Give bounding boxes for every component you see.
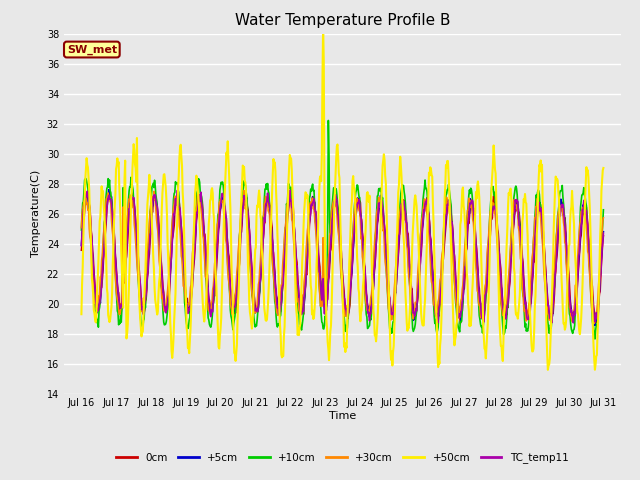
Text: SW_met: SW_met [67, 44, 117, 55]
Line: +50cm: +50cm [81, 26, 604, 370]
Title: Water Temperature Profile B: Water Temperature Profile B [235, 13, 450, 28]
0cm [110, 228, 118, 234]
+30cm [474, 288, 482, 294]
+5cm [105, 187, 113, 192]
Line: +30cm: +30cm [81, 191, 604, 323]
+50cm [395, 182, 403, 188]
+50cm [77, 312, 85, 317]
+50cm [411, 197, 419, 203]
+50cm [528, 342, 536, 348]
TC_temp11 [109, 224, 117, 229]
TC_temp11 [395, 232, 403, 238]
+50cm [319, 23, 327, 29]
+30cm [528, 265, 536, 271]
+30cm [109, 242, 117, 248]
TC_temp11 [474, 268, 482, 274]
+10cm [324, 118, 332, 123]
+30cm [411, 311, 419, 317]
+5cm [411, 316, 419, 322]
0cm [84, 191, 92, 196]
+50cm [474, 179, 482, 184]
+10cm [381, 245, 389, 251]
Line: +5cm: +5cm [81, 190, 604, 325]
+50cm [381, 173, 389, 179]
TC_temp11 [528, 289, 536, 295]
+30cm [77, 225, 85, 230]
+10cm [474, 290, 482, 296]
Legend: 0cm, +5cm, +10cm, +30cm, +50cm, TC_temp11: 0cm, +5cm, +10cm, +30cm, +50cm, TC_temp1… [112, 448, 573, 468]
+5cm [591, 323, 599, 328]
Line: TC_temp11: TC_temp11 [81, 190, 604, 323]
+10cm [395, 219, 403, 225]
+30cm [381, 259, 389, 265]
+10cm [77, 227, 85, 233]
+30cm [591, 320, 598, 326]
0cm [381, 232, 389, 238]
+30cm [600, 215, 607, 221]
+30cm [395, 217, 403, 223]
TC_temp11 [381, 233, 389, 239]
0cm [475, 283, 483, 288]
+10cm [528, 286, 536, 292]
TC_temp11 [77, 243, 85, 249]
+5cm [381, 239, 389, 245]
+30cm [240, 188, 248, 193]
+10cm [411, 325, 419, 331]
X-axis label: Time: Time [329, 411, 356, 421]
+10cm [600, 207, 607, 213]
+50cm [544, 367, 552, 372]
TC_temp11 [570, 320, 577, 326]
0cm [395, 244, 403, 250]
TC_temp11 [411, 313, 419, 319]
0cm [77, 247, 85, 253]
+5cm [110, 239, 118, 244]
0cm [600, 233, 607, 239]
Line: 0cm: 0cm [81, 193, 604, 324]
Line: +10cm: +10cm [81, 120, 604, 339]
+10cm [591, 336, 599, 342]
+50cm [109, 244, 117, 250]
+5cm [600, 229, 607, 235]
0cm [411, 317, 419, 323]
+10cm [109, 234, 117, 240]
+50cm [600, 165, 607, 171]
+5cm [474, 274, 482, 280]
TC_temp11 [600, 230, 607, 236]
Y-axis label: Temperature(C): Temperature(C) [31, 170, 41, 257]
+5cm [528, 284, 536, 289]
TC_temp11 [286, 187, 294, 193]
+5cm [395, 238, 403, 244]
0cm [529, 282, 536, 288]
0cm [456, 321, 464, 326]
+5cm [77, 242, 85, 248]
